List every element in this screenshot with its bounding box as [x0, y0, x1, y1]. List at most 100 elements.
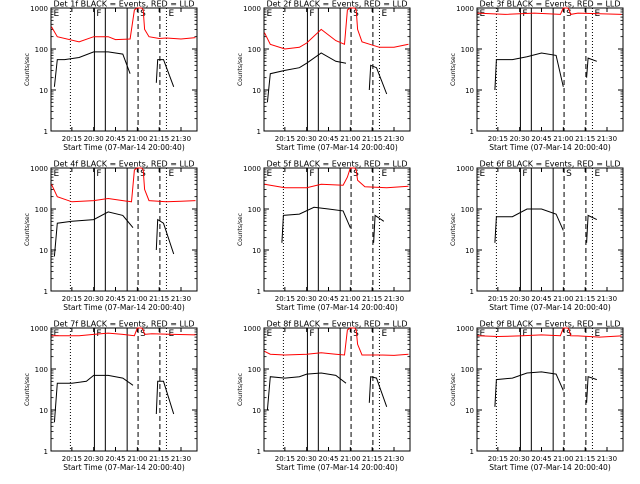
x-tick-label: 20:45 [318, 135, 338, 143]
x-tick-label: 21:00 [127, 295, 147, 303]
marker-label: E [479, 9, 485, 19]
marker-label: E [266, 169, 272, 179]
events-series-line [53, 374, 175, 423]
marker-label: E [53, 329, 59, 339]
x-tick-label: 21:00 [340, 135, 360, 143]
x-tick-label: 21:15 [362, 455, 382, 463]
y-axis-label: Counts/sec [450, 53, 457, 86]
lld-series-line [477, 7, 622, 15]
y-axis-label: Counts/sec [237, 213, 244, 246]
marker-label: F [309, 169, 314, 179]
marker-label: E [381, 169, 387, 179]
x-tick-label: 20:45 [105, 135, 125, 143]
x-axis-label: Start Time (07-Mar-14 20:00:40) [489, 143, 611, 152]
x-tick-label: 21:15 [149, 295, 169, 303]
x-tick-label: 20:30 [297, 135, 317, 143]
events-series-line [494, 208, 598, 243]
plot-frame [476, 327, 624, 452]
x-tick-label: 20:15 [488, 135, 508, 143]
x-axis-label: Start Time (07-Mar-14 20:00:40) [63, 303, 185, 312]
y-tick-label: 1000 [243, 165, 261, 173]
plot-frame [476, 167, 624, 292]
marker-label: E [479, 169, 485, 179]
plot-frame [263, 167, 411, 292]
y-tick-label: 10 [252, 87, 261, 95]
marker-label: F [522, 329, 527, 339]
x-tick-label: 21:30 [384, 135, 404, 143]
y-tick-label: 1000 [30, 5, 48, 13]
y-tick-label: 10 [39, 247, 48, 255]
lld-series-line [477, 327, 622, 338]
events-series-line [266, 52, 388, 103]
x-tick-label: 21:15 [362, 295, 382, 303]
x-tick-label: 20:45 [531, 135, 551, 143]
x-axis-label: Start Time (07-Mar-14 20:00:40) [63, 463, 185, 472]
marker-label: E [266, 329, 272, 339]
y-tick-label: 1 [44, 448, 48, 456]
y-tick-label: 100 [248, 46, 261, 54]
panel-title: Det 3f BLACK = Events, RED = LLD [479, 0, 620, 9]
y-tick-label: 100 [461, 206, 474, 214]
marker-label: F [309, 9, 314, 19]
y-tick-label: 1000 [243, 325, 261, 333]
x-tick-label: 20:15 [275, 295, 295, 303]
y-tick-label: 1 [470, 448, 474, 456]
marker-label: F [96, 9, 101, 19]
x-tick-label: 21:00 [340, 295, 360, 303]
y-tick-label: 1 [257, 128, 261, 136]
marker-label: E [594, 169, 600, 179]
y-tick-label: 100 [248, 206, 261, 214]
x-tick-label: 21:00 [553, 455, 573, 463]
y-tick-label: 1 [257, 288, 261, 296]
panel-title: Det 4f BLACK = Events, RED = LLD [53, 160, 194, 169]
y-axis-label: Counts/sec [237, 53, 244, 86]
panel-title: Det 8f BLACK = Events, RED = LLD [266, 320, 407, 329]
lld-series-line [51, 327, 196, 337]
panel-title: Det 6f BLACK = Events, RED = LLD [479, 160, 620, 169]
marker-label: E [381, 329, 387, 339]
x-axis-label: Start Time (07-Mar-14 20:00:40) [276, 303, 398, 312]
x-axis-label: Start Time (07-Mar-14 20:00:40) [489, 303, 611, 312]
x-tick-label: 20:15 [62, 135, 82, 143]
lld-series-line [51, 167, 196, 203]
x-tick-label: 20:15 [488, 455, 508, 463]
events-series-line [53, 51, 175, 87]
x-tick-label: 20:30 [510, 455, 530, 463]
events-series-line [266, 372, 388, 411]
events-series-line [494, 52, 597, 91]
plot-frame [476, 7, 624, 132]
x-tick-label: 20:15 [62, 295, 82, 303]
x-tick-label: 20:45 [531, 455, 551, 463]
y-axis-label: Counts/sec [24, 373, 31, 406]
x-tick-label: 21:30 [171, 135, 191, 143]
y-tick-label: 1000 [243, 5, 261, 13]
x-tick-label: 20:30 [84, 135, 104, 143]
lld-series-line [264, 167, 409, 189]
plot-frame [263, 7, 411, 132]
x-axis-label: Start Time (07-Mar-14 20:00:40) [276, 143, 398, 152]
y-tick-label: 100 [35, 46, 48, 54]
x-tick-label: 20:45 [105, 295, 125, 303]
x-tick-label: 21:15 [575, 295, 595, 303]
x-tick-label: 20:15 [488, 295, 508, 303]
x-tick-label: 20:15 [275, 455, 295, 463]
y-tick-label: 10 [465, 247, 474, 255]
x-tick-label: 21:15 [149, 455, 169, 463]
y-tick-label: 100 [461, 366, 474, 374]
panel-title: Det 2f BLACK = Events, RED = LLD [266, 0, 407, 9]
y-tick-label: 1 [44, 288, 48, 296]
y-axis-label: Counts/sec [24, 213, 31, 246]
events-series-line [281, 206, 385, 243]
y-tick-label: 100 [35, 206, 48, 214]
x-tick-label: 20:45 [531, 295, 551, 303]
x-tick-label: 21:00 [340, 455, 360, 463]
x-tick-label: 21:15 [575, 135, 595, 143]
x-tick-label: 21:00 [553, 135, 573, 143]
marker-label: F [309, 329, 314, 339]
y-tick-label: 1 [44, 128, 48, 136]
y-tick-label: 1 [257, 448, 261, 456]
x-tick-label: 21:30 [171, 455, 191, 463]
panel-title: Det 5f BLACK = Events, RED = LLD [266, 160, 407, 169]
x-tick-label: 20:30 [297, 295, 317, 303]
